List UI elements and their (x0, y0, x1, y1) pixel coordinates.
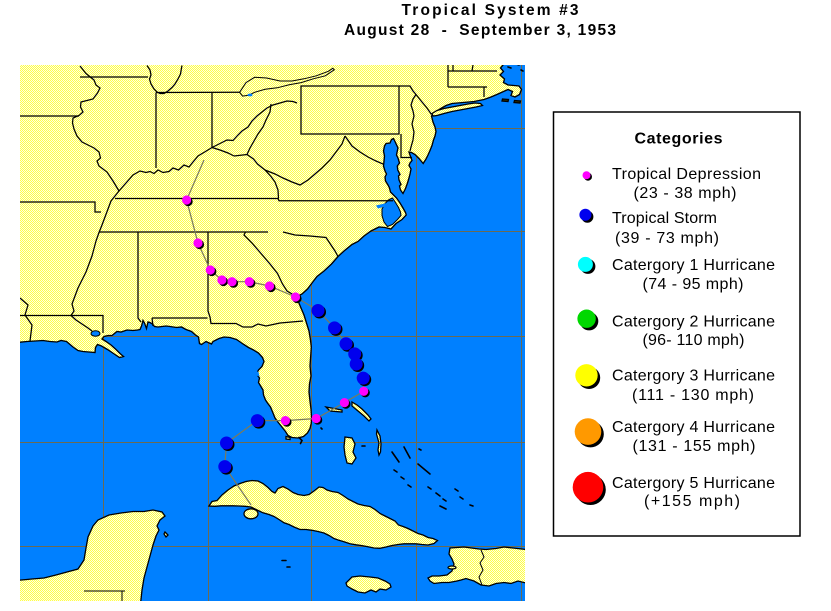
svg-text:(96- 110 mph): (96- 110 mph) (643, 332, 745, 349)
svg-text:Catergory 3 Hurricane: Catergory 3 Hurricane (612, 368, 775, 385)
svg-text:Tropical System #3: Tropical System #3 (402, 2, 579, 19)
svg-text:Tropical Storm: Tropical Storm (612, 210, 717, 227)
svg-text:Catergory 4 Hurricane: Catergory 4 Hurricane (612, 419, 775, 436)
svg-text:Tropical Depression: Tropical Depression (612, 166, 761, 183)
svg-text:Catergory 2 Hurricane: Catergory 2 Hurricane (612, 314, 775, 331)
svg-text:(39 - 73 mph): (39 - 73 mph) (615, 230, 719, 247)
svg-text:(23 - 38 mph): (23 - 38 mph) (634, 185, 737, 202)
svg-text:(74 - 95 mph): (74 - 95 mph) (643, 276, 744, 293)
svg-text:Catergory 5 Hurricane: Catergory 5 Hurricane (612, 475, 775, 492)
svg-text:August 28 - September 3, 195: August 28 - September 3, 1953 (344, 22, 616, 39)
svg-text:Categories: Categories (635, 131, 723, 148)
svg-text:(131 - 155 mph): (131 - 155 mph) (633, 438, 756, 455)
svg-text:Catergory 1 Hurricane: Catergory 1 Hurricane (612, 257, 775, 274)
svg-text:(111 - 130 mph): (111 - 130 mph) (632, 387, 754, 404)
svg-text:(+155 mph): (+155 mph) (644, 493, 740, 510)
